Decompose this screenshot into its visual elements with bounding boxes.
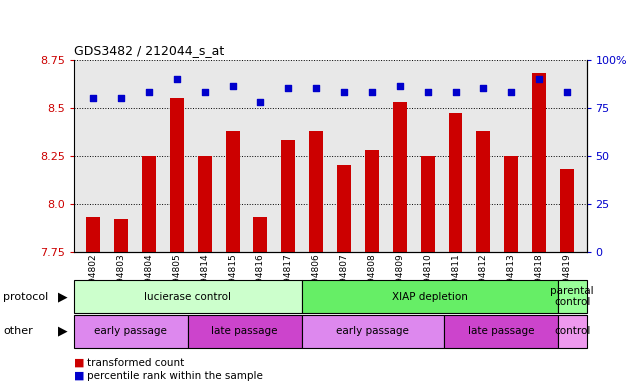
- Bar: [309, 131, 323, 252]
- Point: [367, 89, 377, 95]
- Point: [255, 99, 265, 105]
- Bar: [420, 156, 435, 252]
- Bar: [188, 315, 302, 348]
- Bar: [197, 156, 212, 252]
- Point: [562, 89, 572, 95]
- Text: ▶: ▶: [58, 325, 68, 338]
- Text: percentile rank within the sample: percentile rank within the sample: [87, 371, 262, 381]
- Text: GDS3482 / 212044_s_at: GDS3482 / 212044_s_at: [74, 44, 224, 57]
- Bar: [74, 315, 188, 348]
- Point: [451, 89, 461, 95]
- Bar: [226, 131, 240, 252]
- Point: [144, 89, 154, 95]
- Point: [534, 76, 544, 82]
- Text: control: control: [554, 326, 590, 336]
- Bar: [560, 169, 574, 252]
- Point: [339, 89, 349, 95]
- Text: late passage: late passage: [468, 326, 535, 336]
- Point: [395, 83, 405, 89]
- Bar: [365, 150, 379, 252]
- Bar: [476, 131, 490, 252]
- Text: ■: ■: [74, 371, 84, 381]
- Point: [422, 89, 433, 95]
- Bar: [74, 280, 302, 313]
- Bar: [449, 113, 463, 252]
- Bar: [253, 217, 267, 252]
- Text: early passage: early passage: [337, 326, 410, 336]
- Text: protocol: protocol: [3, 291, 49, 302]
- Bar: [302, 315, 444, 348]
- Point: [228, 83, 238, 89]
- Bar: [504, 156, 518, 252]
- Bar: [114, 219, 128, 252]
- Bar: [302, 280, 558, 313]
- Point: [116, 95, 126, 101]
- Bar: [393, 102, 407, 252]
- Bar: [558, 280, 587, 313]
- Text: transformed count: transformed count: [87, 358, 184, 368]
- Bar: [558, 315, 587, 348]
- Point: [172, 76, 182, 82]
- Bar: [281, 140, 296, 252]
- Bar: [170, 98, 184, 252]
- Text: other: other: [3, 326, 33, 336]
- Bar: [532, 73, 546, 252]
- Point: [506, 89, 517, 95]
- Bar: [142, 156, 156, 252]
- Bar: [337, 165, 351, 252]
- Text: lucierase control: lucierase control: [144, 291, 231, 302]
- Bar: [444, 315, 558, 348]
- Text: early passage: early passage: [94, 326, 167, 336]
- Text: ■: ■: [74, 358, 84, 368]
- Text: parental
control: parental control: [551, 286, 594, 308]
- Point: [311, 85, 321, 91]
- Text: XIAP depletion: XIAP depletion: [392, 291, 468, 302]
- Text: late passage: late passage: [212, 326, 278, 336]
- Point: [88, 95, 98, 101]
- Bar: [87, 217, 100, 252]
- Point: [478, 85, 488, 91]
- Text: ▶: ▶: [58, 290, 68, 303]
- Point: [283, 85, 294, 91]
- Point: [199, 89, 210, 95]
